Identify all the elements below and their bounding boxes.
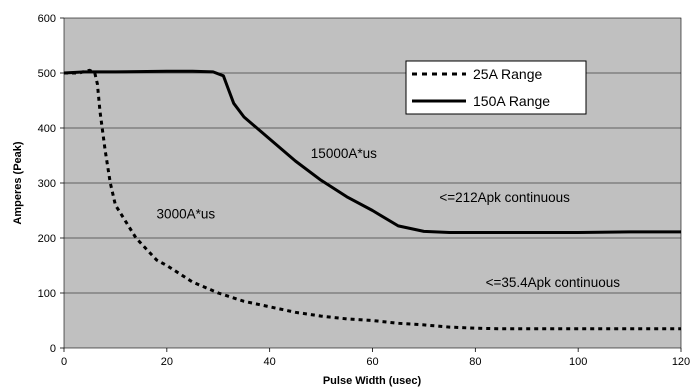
- annotation-0: 3000A*us: [157, 206, 216, 221]
- tick-label-y-500: 500: [38, 68, 56, 80]
- annotations: 3000A*us 15000A*us <=212Apk continuous <=35…: [157, 146, 621, 290]
- x-axis-title: Pulse Width (usec): [323, 375, 422, 387]
- annotation-1: 15000A*us: [311, 146, 377, 161]
- tick-label-y-300: 300: [38, 178, 56, 190]
- series-line-150a-range: [63, 69, 681, 234]
- annotation-3: <=35.4Apk continuous: [486, 275, 621, 290]
- tick-label-x-0: 0: [61, 356, 67, 368]
- tick-label-x-40: 40: [264, 356, 276, 368]
- tick-label-y-100: 100: [38, 288, 56, 300]
- tick-label-y-400: 400: [38, 123, 56, 135]
- plot-border: [63, 17, 682, 349]
- tick-label-y-200: 200: [38, 233, 56, 245]
- tick-label-x-100: 100: [569, 356, 587, 368]
- series-layer: [63, 68, 681, 331]
- legend-150a-label: 150A Range: [473, 93, 550, 109]
- tick-label-y-0: 0: [50, 343, 56, 355]
- legend-25a-label: 25A Range: [473, 66, 542, 82]
- tick-label-y-600: 600: [38, 13, 56, 25]
- y-axis-title: Amperes (Peak): [12, 141, 24, 224]
- tick-label-x-20: 20: [161, 356, 173, 368]
- series-line-25a-range: [64, 68, 681, 331]
- tick-labels: 0 100 200 300 400 500 600 0 20 40 60 80 100 120: [38, 13, 691, 368]
- legend-box: [405, 60, 587, 115]
- annotation-2: <=212Apk continuous: [439, 190, 570, 205]
- tick-label-x-80: 80: [469, 356, 481, 368]
- tick-label-x-120: 120: [672, 356, 690, 368]
- legend: 25A Range 150A Range: [405, 60, 587, 115]
- gridlines: [64, 72, 681, 294]
- tick-label-x-60: 60: [366, 356, 378, 368]
